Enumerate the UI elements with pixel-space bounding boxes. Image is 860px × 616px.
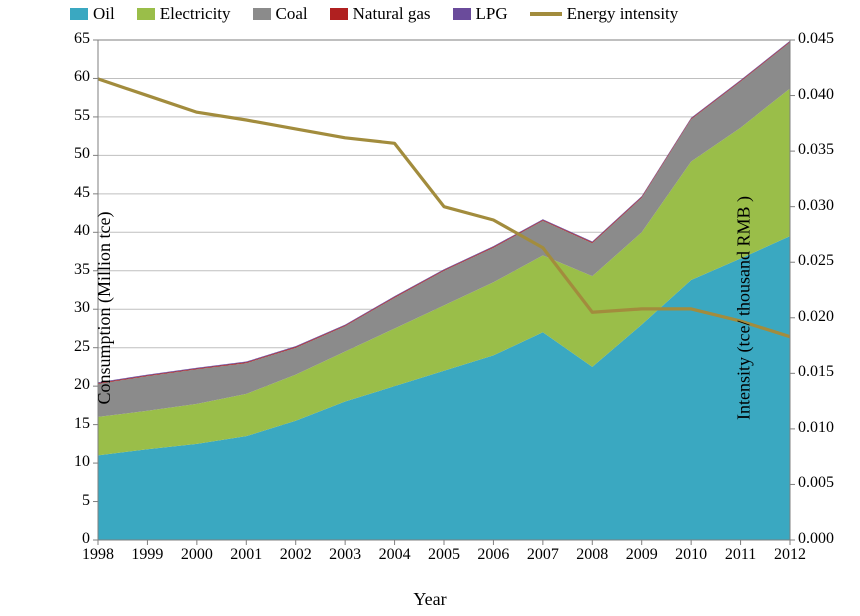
- x-tick-label: 2009: [626, 546, 658, 564]
- y1-tick-label: 60: [50, 68, 90, 86]
- x-tick-label: 2000: [181, 546, 213, 564]
- y1-tick-label: 35: [50, 261, 90, 279]
- y2-tick-label: 0.000: [798, 530, 858, 548]
- x-tick-label: 2006: [477, 546, 509, 564]
- x-tick-label: 2003: [329, 546, 361, 564]
- y2-tick-label: 0.040: [798, 86, 858, 104]
- x-tick-label: 2001: [230, 546, 262, 564]
- y1-tick-label: 25: [50, 338, 90, 356]
- y1-tick-label: 55: [50, 107, 90, 125]
- y1-tick-label: 50: [50, 145, 90, 163]
- y2-axis-label: Intensity (tce/ thousand RMB ): [734, 196, 755, 420]
- x-tick-label: 2002: [280, 546, 312, 564]
- y2-tick-label: 0.020: [798, 308, 858, 326]
- x-tick-label: 2007: [527, 546, 559, 564]
- y2-tick-label: 0.030: [798, 197, 858, 215]
- y1-tick-label: 5: [50, 492, 90, 510]
- y1-tick-label: 45: [50, 184, 90, 202]
- x-tick-label: 2011: [725, 546, 756, 564]
- y1-tick-label: 30: [50, 299, 90, 317]
- plot-area: [0, 0, 860, 616]
- y1-tick-label: 40: [50, 222, 90, 240]
- y2-tick-label: 0.010: [798, 419, 858, 437]
- x-tick-label: 2008: [576, 546, 608, 564]
- y2-tick-label: 0.045: [798, 30, 858, 48]
- x-axis-label: Year: [413, 589, 446, 610]
- x-tick-label: 2005: [428, 546, 460, 564]
- y2-tick-label: 0.025: [798, 252, 858, 270]
- x-tick-label: 2010: [675, 546, 707, 564]
- x-tick-label: 1998: [82, 546, 114, 564]
- energy-chart: Oil Electricity Coal Natural gas LPG Ene…: [0, 0, 860, 616]
- x-tick-label: 2004: [379, 546, 411, 564]
- y2-tick-label: 0.015: [798, 363, 858, 381]
- y2-tick-label: 0.035: [798, 141, 858, 159]
- y2-tick-label: 0.005: [798, 474, 858, 492]
- y1-tick-label: 10: [50, 453, 90, 471]
- y1-tick-label: 20: [50, 376, 90, 394]
- y1-tick-label: 65: [50, 30, 90, 48]
- x-tick-label: 2012: [774, 546, 806, 564]
- y1-tick-label: 15: [50, 415, 90, 433]
- y1-axis-label: Consumption (Million tce): [94, 212, 115, 405]
- x-tick-label: 1999: [131, 546, 163, 564]
